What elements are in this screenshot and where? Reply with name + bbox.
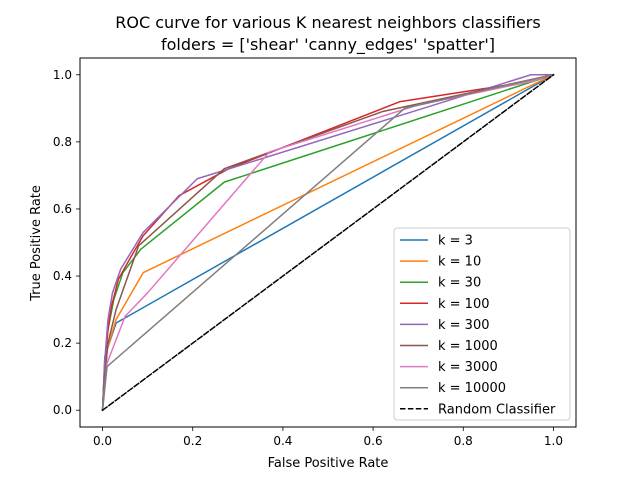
series-line-6: [101, 73, 555, 412]
legend-box: [393, 227, 571, 421]
x-tick-label: 0.6: [364, 434, 383, 448]
legend-label: k = 3000: [438, 360, 498, 375]
series-line-8: [101, 73, 555, 412]
x-tick-label: 0.4: [273, 434, 292, 448]
legend-label: k = 300: [438, 318, 490, 333]
series-line-7: [101, 73, 555, 412]
y-tick-label: 1.0: [53, 68, 72, 82]
y-tick-label: 0.6: [53, 202, 72, 216]
series-line-4: [101, 74, 555, 412]
legend-label: k = 30: [438, 276, 481, 291]
axis-ticks: 0.0 0.2 0.4 0.6 0.8 1.0 0.0 0.2 0.4 0.6 0.8 1.0: [53, 68, 563, 448]
x-tick-label: 0.2: [183, 434, 202, 448]
legend-label: k = 10000: [438, 381, 506, 396]
y-tick-label: 0.2: [53, 336, 72, 350]
x-axis-label: False Positive Rate: [268, 456, 389, 471]
legend-label: k = 10: [438, 255, 481, 270]
legend-label: k = 100: [438, 297, 490, 312]
legend-label: k = 1000: [438, 339, 498, 354]
chart-title-line2: folders = ['shear' 'canny_edges' 'spatte…: [161, 35, 495, 55]
y-tick-label: 0.0: [53, 403, 72, 417]
x-tick-label: 0.0: [93, 434, 112, 448]
y-tick-label: 0.4: [53, 269, 72, 283]
axes-frame: [79, 57, 577, 428]
legend: k = 3 k = 10 k = 30 k = 100 k = 300 k = 1000 k…: [393, 227, 571, 421]
chart-title-line1: ROC curve for various K nearest neighbor…: [115, 13, 540, 32]
legend-label: Random Classifier: [438, 402, 556, 417]
series-line-5: [101, 73, 555, 412]
plot-lines: [101, 73, 555, 412]
x-tick-label: 1.0: [544, 434, 563, 448]
y-tick-label: 0.8: [53, 135, 72, 149]
x-tick-label: 0.8: [454, 434, 473, 448]
y-axis-label: True Positive Rate: [29, 185, 44, 302]
legend-label: k = 3: [438, 234, 473, 249]
